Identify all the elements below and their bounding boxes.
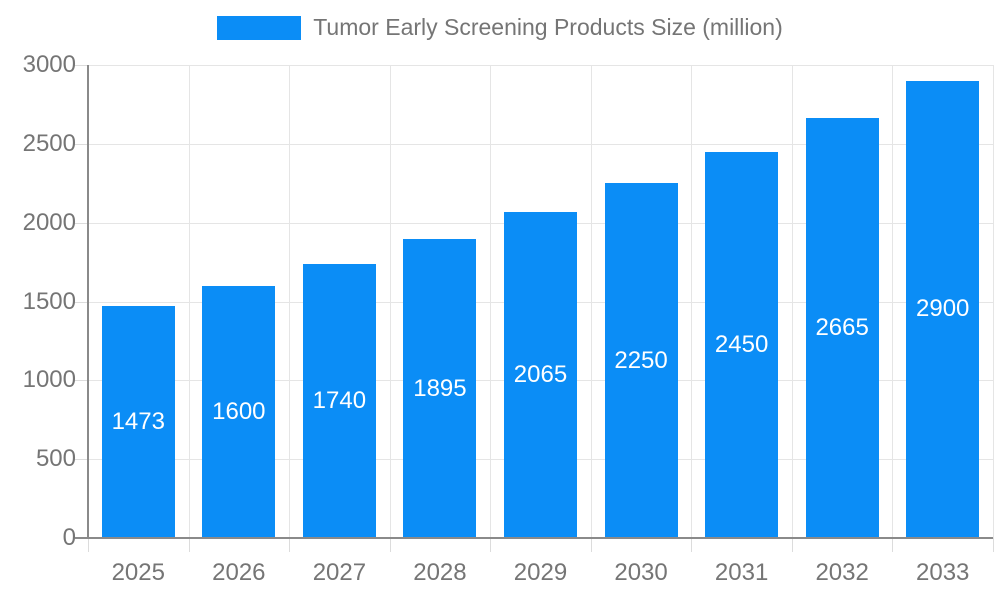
bar-2025[interactable] xyxy=(101,305,175,538)
x-gridline xyxy=(590,65,592,538)
x-axis-tick xyxy=(289,538,291,552)
y-axis-tick-label: 1000 xyxy=(22,366,76,394)
bar-value-label: 2450 xyxy=(714,330,769,358)
bar-value-label: 1740 xyxy=(312,386,367,414)
x-axis-label-2029: 2029 xyxy=(513,559,568,586)
legend-label: Tumor Early Screening Products Size (mil… xyxy=(313,14,783,40)
x-axis-label-2028: 2028 xyxy=(413,559,467,586)
y-axis-tick xyxy=(75,459,88,461)
bar-value-label: 1600 xyxy=(212,397,266,425)
bar-value-label: 2250 xyxy=(614,346,668,374)
legend[interactable]: Tumor Early Screening Products Size (mil… xyxy=(0,14,1000,41)
x-gridline xyxy=(791,65,793,538)
bar-2031[interactable] xyxy=(705,151,779,538)
bar-2032[interactable] xyxy=(805,117,879,538)
bar-2026[interactable] xyxy=(202,285,276,538)
y-axis-line xyxy=(87,65,89,538)
y-axis-tick-label: 1500 xyxy=(22,287,76,315)
legend-swatch xyxy=(217,15,302,40)
y-axis-tick-label: 2000 xyxy=(22,208,76,236)
x-axis-label-2033: 2033 xyxy=(916,559,970,586)
bar-2033[interactable] xyxy=(906,80,980,538)
x-axis-line xyxy=(75,537,993,539)
bar-2028[interactable] xyxy=(403,239,477,538)
x-gridline xyxy=(389,65,391,538)
x-gridline xyxy=(993,65,994,538)
y-gridline xyxy=(88,65,993,66)
x-axis-tick xyxy=(88,538,89,552)
x-gridline xyxy=(188,65,190,538)
bar-2030[interactable] xyxy=(604,183,678,538)
x-axis-tick xyxy=(188,538,190,552)
x-axis-tick xyxy=(993,538,994,552)
y-gridline xyxy=(88,143,993,145)
x-axis-tick xyxy=(892,538,894,552)
x-gridline xyxy=(490,65,492,538)
x-gridline xyxy=(892,65,894,538)
bar-value-label: 1895 xyxy=(413,374,467,402)
x-gridline xyxy=(691,65,693,538)
x-axis-tick xyxy=(490,538,492,552)
x-axis-tick xyxy=(389,538,391,552)
bar-2027[interactable] xyxy=(302,263,376,538)
x-axis-tick xyxy=(791,538,793,552)
bar-value-label: 2065 xyxy=(513,361,568,389)
bar-value-label: 1473 xyxy=(111,407,165,435)
y-axis-tick-label: 0 xyxy=(62,524,76,551)
y-axis-tick xyxy=(75,143,88,145)
x-axis-tick xyxy=(691,538,693,552)
y-axis-tick xyxy=(75,65,88,66)
y-axis-tick xyxy=(75,301,88,303)
bar-value-label: 2900 xyxy=(916,295,970,323)
y-axis-tick-label: 2500 xyxy=(22,129,76,157)
x-axis-label-2026: 2026 xyxy=(212,559,266,586)
x-axis-label-2027: 2027 xyxy=(312,559,367,586)
x-axis-tick xyxy=(590,538,592,552)
bar-2029[interactable] xyxy=(504,212,577,538)
x-gridline xyxy=(289,65,291,538)
x-axis-label-2032: 2032 xyxy=(815,559,869,586)
x-axis-label-2030: 2030 xyxy=(614,559,668,586)
y-axis-tick xyxy=(75,222,88,224)
y-axis-tick xyxy=(75,380,88,382)
y-axis-tick-label: 500 xyxy=(35,445,76,473)
y-axis-tick-label: 3000 xyxy=(22,51,76,78)
x-axis-label-2031: 2031 xyxy=(714,559,769,586)
x-axis-label-2025: 2025 xyxy=(111,559,165,586)
bar-value-label: 2665 xyxy=(815,313,869,341)
